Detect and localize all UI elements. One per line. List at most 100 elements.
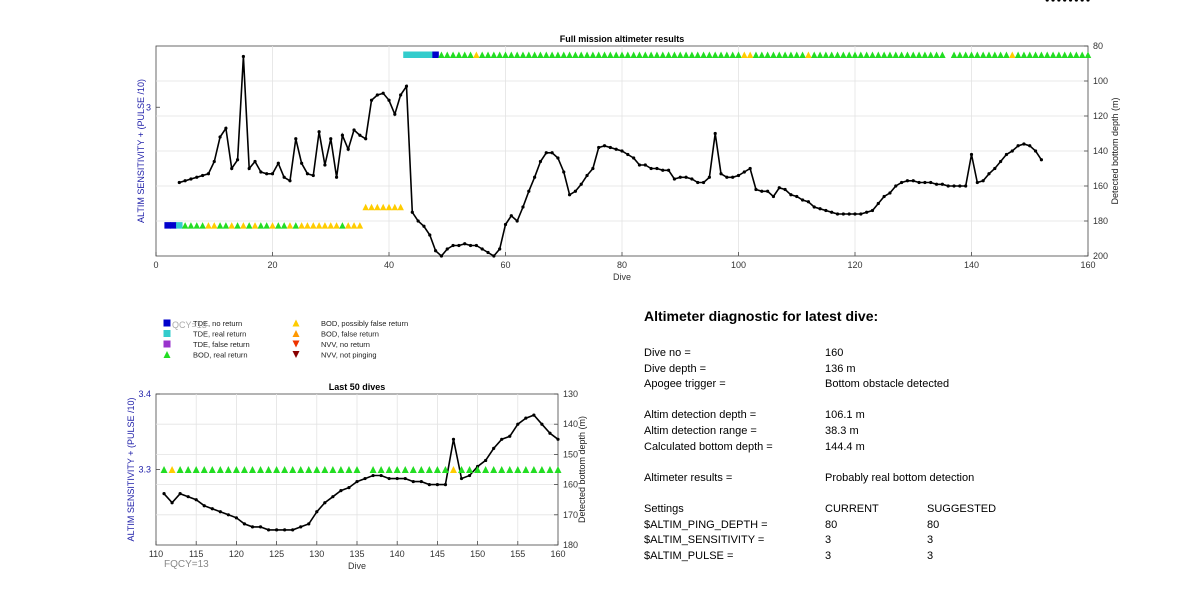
tde-marker (164, 222, 171, 229)
bod-marker (933, 51, 940, 58)
depth-point (276, 161, 280, 165)
x-tick-label: 130 (309, 549, 324, 559)
depth-point (1063, 0, 1067, 2)
tde-marker (170, 222, 177, 229)
bod-marker (280, 222, 288, 229)
bod-marker (939, 51, 946, 58)
bod-marker (297, 466, 305, 473)
x-tick-label: 110 (149, 549, 163, 559)
depth-point (369, 98, 374, 102)
depth-point (498, 247, 502, 251)
bod-marker (915, 51, 923, 58)
bod-marker (968, 51, 975, 58)
bod-marker (956, 51, 964, 58)
depth-point (288, 179, 292, 183)
y-left-axis-label: ALTIM SENSITIVITY + (PULSE /10) (126, 398, 136, 542)
y-right-tick-label: 130 (563, 389, 578, 399)
diagnostic-title: Altimeter diagnostic for latest dive: (644, 308, 879, 324)
depth-point (1074, 0, 1078, 2)
depth-point (206, 172, 211, 176)
depth-point (538, 159, 543, 164)
bod-marker (618, 51, 626, 58)
bod-marker (985, 51, 993, 58)
bod-marker (286, 222, 294, 229)
bod-marker (240, 466, 248, 473)
bod-marker (263, 222, 270, 229)
legend-swatch-square (163, 340, 171, 348)
depth-point (480, 247, 484, 251)
depth-point (806, 200, 811, 204)
depth-point (247, 166, 251, 171)
bod-marker (289, 466, 297, 473)
depth-point (371, 473, 375, 478)
bod-marker (304, 222, 311, 229)
settings-header-suggested: SUGGESTED (927, 502, 997, 515)
y-right-tick-label: 140 (563, 419, 578, 429)
bod-marker (560, 51, 567, 58)
depth-point (1033, 149, 1038, 153)
bod-marker (251, 222, 259, 229)
depth-point (387, 476, 391, 481)
depth-point (194, 498, 198, 502)
depth-point (323, 163, 327, 167)
bod-marker (257, 466, 265, 473)
bod-marker (369, 466, 377, 473)
depth-point (340, 133, 344, 137)
x-tick-label: 150 (470, 549, 485, 559)
bod-marker (921, 51, 929, 58)
diagnostic-label: Altim detection depth = (644, 409, 757, 422)
diagnostic-row: Dive no = 160 (644, 346, 1164, 362)
depth-point (451, 243, 455, 248)
depth-point (516, 422, 520, 426)
depth-point (226, 513, 230, 517)
bod-marker (313, 466, 321, 473)
depth-point (824, 208, 828, 213)
bod-marker (834, 51, 841, 58)
depth-point (987, 172, 991, 176)
bod-marker (368, 203, 375, 211)
tde-marker (409, 51, 416, 58)
depth-point (300, 161, 304, 165)
depth-point (395, 476, 399, 481)
depth-point (719, 172, 723, 176)
depth-point (1028, 144, 1032, 148)
depth-point (202, 504, 206, 508)
y-right-tick-label: 180 (563, 540, 578, 550)
bod-marker (910, 51, 917, 58)
depth-point (331, 495, 335, 499)
depth-point (186, 495, 190, 499)
depth-point (946, 184, 950, 188)
depth-point (311, 173, 315, 178)
bod-marker (438, 51, 445, 58)
legend-label: NVV, not pinging (321, 351, 377, 360)
x-tick-label: 120 (229, 549, 244, 559)
depth-point (419, 479, 423, 484)
settings-row: $ALTIM_SENSITIVITY = 3 3 (644, 533, 1164, 549)
bod-marker (659, 51, 667, 58)
bod-marker (522, 466, 530, 473)
bod-marker (770, 51, 777, 58)
bod-marker (741, 51, 748, 58)
depth-point (614, 147, 618, 151)
bod-marker (962, 51, 969, 58)
diagnostic-label: Altim detection range = (644, 424, 757, 437)
legend-swatch-triangle-down (292, 340, 300, 348)
y-right-tick-label: 200 (1093, 251, 1108, 261)
bod-marker (168, 466, 176, 473)
bod-marker (869, 51, 876, 58)
depth-point (355, 479, 359, 484)
bod-marker (886, 51, 894, 58)
diagnostic-value: 38.3 m (825, 424, 859, 437)
settings-row: $ALTIM_PING_DEPTH = 80 80 (644, 518, 1164, 534)
depth-point (637, 163, 642, 167)
depth-point (291, 528, 295, 532)
depth-point (250, 525, 255, 529)
chart-title: Last 50 dives (329, 382, 386, 392)
bod-marker (433, 466, 441, 473)
x-axis-label: Dive (348, 561, 366, 571)
depth-point (317, 130, 321, 134)
bod-marker (417, 466, 425, 473)
bod-marker (612, 51, 620, 58)
depth-point (859, 212, 863, 216)
bod-marker (711, 51, 719, 58)
